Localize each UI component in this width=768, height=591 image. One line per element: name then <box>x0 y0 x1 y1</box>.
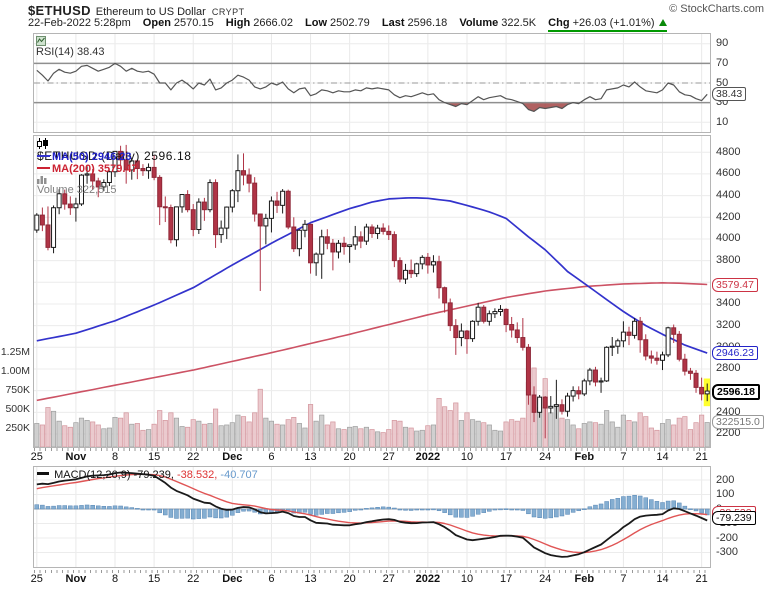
date-label: 13 <box>304 573 317 585</box>
volume-tick-label: 750K <box>5 384 30 396</box>
date-label: 13 <box>304 451 317 463</box>
date-label: 7 <box>620 573 627 585</box>
volume-tick-label: 1.00M <box>0 365 30 377</box>
date-label: 8 <box>111 451 119 463</box>
date-label: 27 <box>382 451 395 463</box>
date-label: Feb <box>574 573 595 585</box>
quote-line: 22-Feb-2022 5:28pm Open 2570.15 High 2666.… <box>28 17 764 32</box>
date-label: 14 <box>656 451 669 463</box>
price-tick-label: 2200 <box>716 427 741 440</box>
macd-tick-label: -300 <box>716 546 739 558</box>
axis-tag: 322515.0 <box>712 415 764 430</box>
date-label: 27 <box>382 573 395 585</box>
date-label: 2022 <box>415 573 441 585</box>
price-tick-label: 3400 <box>716 297 741 310</box>
date-label: Nov <box>65 573 87 585</box>
low-value: 2502.79 <box>330 17 370 29</box>
date-label: 15 <box>147 451 161 463</box>
date-label: 8 <box>111 573 119 585</box>
rsi-panel <box>33 33 711 133</box>
price-tick-label: 2800 <box>716 362 741 375</box>
date-label: 6 <box>268 451 275 463</box>
date-label: 20 <box>343 573 356 585</box>
chg-value: +26.03 (+1.01%) <box>572 17 655 29</box>
last-value: 2596.18 <box>407 17 448 29</box>
date-label: 24 <box>539 451 552 463</box>
date-label: 22 <box>187 573 200 585</box>
rsi-tick-label: 90 <box>716 37 729 50</box>
axis-tag: -79.239 <box>712 511 756 525</box>
price-tick-label: 4400 <box>716 189 741 202</box>
date-label: 24 <box>539 573 552 585</box>
axis-tag: 2596.18 <box>712 384 760 401</box>
date-label: 22 <box>187 451 200 463</box>
date-axis-top: 25 Nov 8 15 22 Dec 6 13 20 27 2022 10 17 24 Feb 7 14 21 <box>0 448 768 465</box>
change-group: Chg +26.03 (+1.01%) <box>548 17 667 32</box>
date-label: 14 <box>656 573 669 585</box>
high-value: 2666.02 <box>253 17 293 29</box>
exchange-label: CRYPT <box>211 7 245 17</box>
date-label: 10 <box>460 573 474 585</box>
quote-datetime: 22-Feb-2022 5:28pm <box>28 17 131 29</box>
date-label: 2022 <box>415 451 441 463</box>
price-tick-label: 4000 <box>716 232 741 245</box>
up-arrow-icon <box>658 19 667 26</box>
macd-tick-label: -200 <box>716 531 739 544</box>
macd-panel <box>33 466 711 568</box>
volume-value: 322.5K <box>501 17 537 29</box>
volume-tick-label: 1.25M <box>0 346 30 358</box>
date-label: Feb <box>574 451 595 463</box>
volume-label: Volume <box>459 17 499 29</box>
date-label: 21 <box>695 573 708 585</box>
price-tick-label: 3200 <box>716 319 741 332</box>
price-tick-label: 4600 <box>716 167 741 180</box>
date-label: Nov <box>65 451 87 463</box>
price-tick-label: 4800 <box>716 145 741 158</box>
date-label: 20 <box>343 451 356 463</box>
low-label: Low <box>305 17 328 29</box>
rsi-tick-label: 50 <box>716 76 729 89</box>
date-label: 10 <box>460 451 474 463</box>
volume-tick-label: 500K <box>5 403 30 415</box>
macd-tick-label: 100 <box>716 488 735 501</box>
chart-header: $ETHUSD Ethereum to US Dollar CRYPT <box>28 2 764 18</box>
date-label: 25 <box>30 451 43 463</box>
date-label: 25 <box>30 573 43 585</box>
price-tick-label: 2400 <box>716 405 741 418</box>
date-tickmarks <box>34 570 710 573</box>
date-label: Dec <box>222 451 243 463</box>
date-label: 15 <box>147 573 161 585</box>
stockcharts-brand: © StockCharts.com <box>669 3 764 15</box>
macd-tick-label: 200 <box>716 473 735 486</box>
date-label: 17 <box>499 573 513 585</box>
open-label: Open <box>142 17 171 29</box>
axis-tag: 3579.47 <box>712 277 758 292</box>
symbol: $ETHUSD <box>28 3 91 18</box>
open-value: 2570.15 <box>173 17 214 29</box>
date-tickmarks <box>34 448 710 451</box>
rsi-tick-label: 70 <box>716 56 729 69</box>
price-tick-label: 4200 <box>716 210 741 223</box>
price-panel <box>33 135 711 448</box>
date-label: Dec <box>222 573 243 585</box>
date-label: 6 <box>268 573 275 585</box>
symbol-name: Ethereum to US Dollar <box>95 6 206 18</box>
high-label: High <box>225 17 251 29</box>
axis-tag: 38.43 <box>712 87 747 102</box>
date-label: 7 <box>620 451 627 463</box>
chg-label: Chg <box>548 17 570 29</box>
last-label: Last <box>381 17 405 29</box>
axis-tag: 2946.23 <box>712 346 758 361</box>
price-tick-label: 3800 <box>716 254 741 267</box>
date-axis-bottom: 25 Nov 8 15 22 Dec 6 13 20 27 2022 10 17 24 Feb 7 14 21 <box>0 570 768 587</box>
rsi-tick-label: 10 <box>716 115 729 128</box>
date-label: 17 <box>499 451 513 463</box>
volume-tick-label: 250K <box>5 422 30 434</box>
date-label: 21 <box>695 451 708 463</box>
